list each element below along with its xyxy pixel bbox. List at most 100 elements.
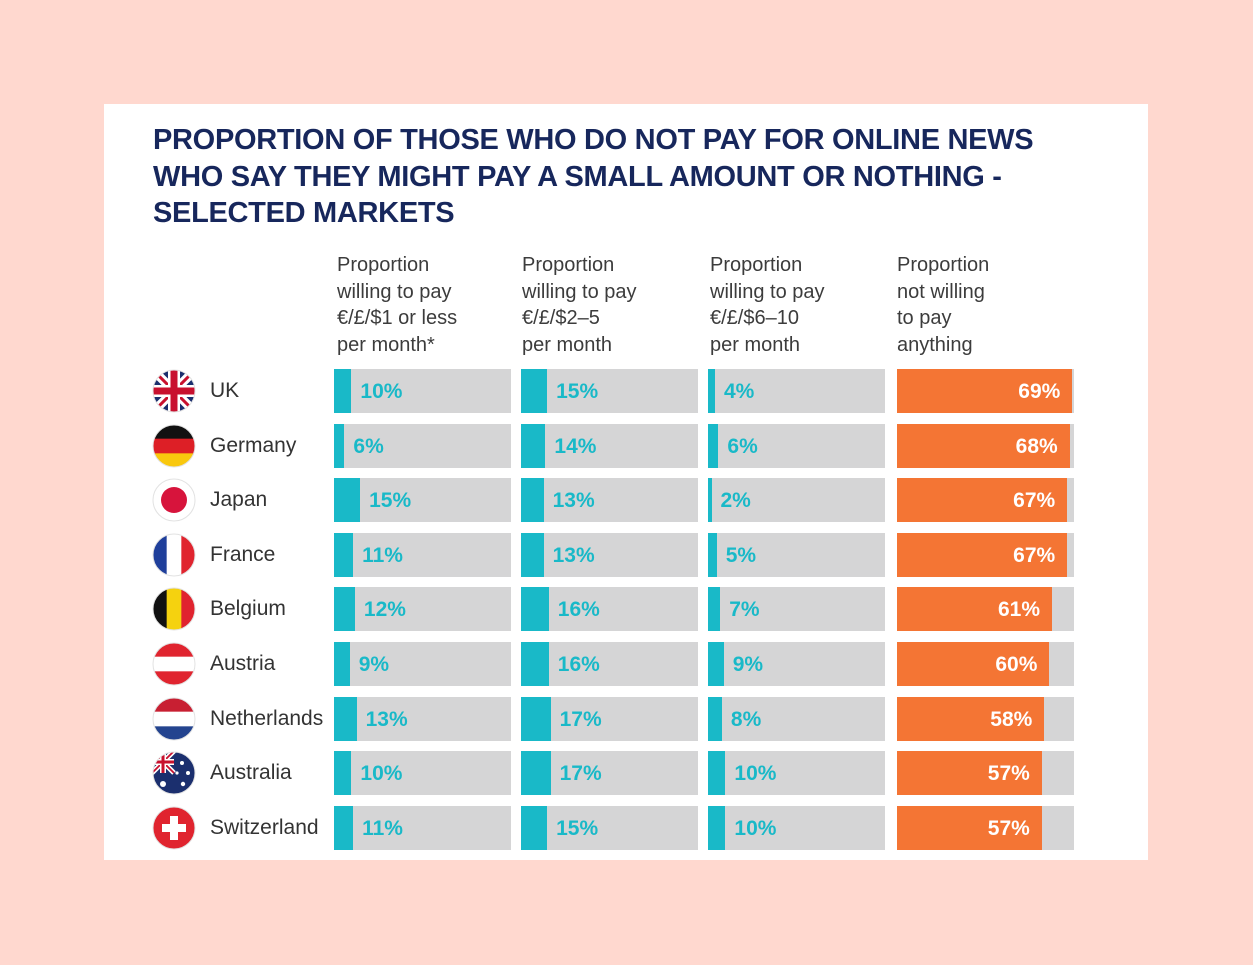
bar-track: 68% bbox=[897, 423, 1074, 468]
netherlands-flag-icon bbox=[152, 697, 196, 741]
bar-value-label: 13% bbox=[552, 543, 595, 567]
bar-value-label: 6% bbox=[727, 434, 758, 458]
bar bbox=[708, 696, 722, 741]
uk-flag-icon bbox=[152, 369, 196, 413]
bar-value-label: 6% bbox=[353, 434, 384, 458]
bar-value-label: 58% bbox=[990, 707, 1033, 731]
bar-value-label: 15% bbox=[556, 816, 599, 840]
bar-track: 57% bbox=[897, 805, 1074, 850]
bar bbox=[521, 478, 544, 523]
bar bbox=[521, 751, 551, 796]
bar bbox=[521, 423, 546, 468]
bar-track: 16% bbox=[521, 587, 698, 632]
bar-track: 58% bbox=[897, 696, 1074, 741]
bar-track: 15% bbox=[334, 478, 511, 523]
bar-track: 67% bbox=[897, 532, 1074, 577]
bar-track: 60% bbox=[897, 642, 1074, 686]
bar-value-label: 67% bbox=[1013, 543, 1056, 567]
bar bbox=[521, 369, 548, 413]
bar-track: 12% bbox=[334, 587, 511, 632]
country-label: France bbox=[210, 542, 276, 566]
bar bbox=[897, 751, 1042, 796]
bar bbox=[521, 805, 548, 850]
bar bbox=[708, 478, 712, 523]
bar bbox=[708, 751, 726, 796]
bar-value-label: 7% bbox=[729, 598, 760, 622]
bar bbox=[897, 587, 1052, 632]
bar bbox=[521, 587, 549, 632]
belgium-flag-icon bbox=[152, 587, 196, 631]
bar bbox=[334, 751, 352, 796]
bar-value-label: 10% bbox=[360, 380, 403, 403]
bar-value-label: 12% bbox=[363, 598, 406, 622]
bar-track: 9% bbox=[708, 642, 885, 686]
bar-value-label: 11% bbox=[362, 543, 403, 567]
france-flag-icon bbox=[152, 533, 196, 577]
bar bbox=[708, 369, 715, 413]
bar-track: 2% bbox=[708, 478, 885, 523]
bar bbox=[708, 532, 717, 577]
bar-track: 17% bbox=[521, 751, 698, 796]
bar bbox=[521, 696, 551, 741]
bar bbox=[708, 805, 726, 850]
bar bbox=[897, 805, 1042, 850]
bar bbox=[708, 423, 719, 468]
country-label: Switzerland bbox=[210, 815, 319, 839]
bar-value-label: 10% bbox=[360, 762, 403, 786]
bar-track: 69% bbox=[897, 369, 1074, 413]
bar-value-label: 69% bbox=[1018, 380, 1061, 403]
bar bbox=[897, 696, 1045, 741]
bar-value-label: 9% bbox=[732, 653, 764, 676]
chart-panel: PROPORTION OF THOSE WHO DO NOT PAY FOR O… bbox=[104, 104, 1148, 860]
bar-track: 13% bbox=[521, 532, 698, 577]
bar bbox=[334, 369, 352, 413]
bar-value-label: 60% bbox=[995, 653, 1038, 676]
bar-value-label: 67% bbox=[1013, 489, 1056, 513]
bar bbox=[521, 532, 544, 577]
bar bbox=[334, 478, 361, 523]
austria-flag-icon bbox=[152, 642, 196, 686]
bar-value-label: 8% bbox=[730, 707, 762, 731]
bar bbox=[708, 587, 721, 632]
bar-value-label: 57% bbox=[987, 762, 1030, 786]
bar-track: 15% bbox=[521, 805, 698, 850]
bar-track: 16% bbox=[521, 642, 698, 686]
bar-value-label: 2% bbox=[720, 489, 751, 513]
country-label: Austria bbox=[210, 652, 276, 675]
bar-track: 9% bbox=[334, 642, 511, 686]
australia-flag-icon bbox=[152, 751, 196, 795]
bar-track: 11% bbox=[334, 532, 511, 577]
column-header-4: Proportion not willing to pay anything bbox=[897, 254, 990, 356]
bar-value-label: 17% bbox=[559, 707, 602, 731]
chart-title: PROPORTION OF THOSE WHO DO NOT PAY FOR O… bbox=[153, 124, 1034, 229]
bar-value-label: 14% bbox=[554, 434, 597, 458]
switzerland-flag-icon bbox=[152, 806, 196, 850]
bar bbox=[897, 532, 1068, 577]
bar-value-label: 57% bbox=[987, 816, 1030, 840]
bar-value-label: 13% bbox=[552, 489, 595, 513]
bar bbox=[334, 587, 355, 632]
bar bbox=[897, 642, 1050, 686]
column-header-1: Proportion willing to pay €/£/$1 or less… bbox=[337, 254, 458, 356]
bar-value-label: 61% bbox=[997, 598, 1040, 622]
bar bbox=[897, 369, 1073, 413]
country-label: Japan bbox=[210, 488, 268, 512]
bar-value-label: 16% bbox=[557, 598, 600, 622]
germany-flag-icon bbox=[152, 424, 196, 468]
japan-flag-icon bbox=[152, 478, 196, 522]
bar-value-label: 68% bbox=[1015, 434, 1058, 458]
bar-track: 5% bbox=[708, 532, 885, 577]
country-label: Germany bbox=[210, 433, 297, 457]
bar-track: 61% bbox=[897, 587, 1074, 632]
bar bbox=[334, 642, 350, 686]
column-header-3: Proportion willing to pay €/£/$6–10 per … bbox=[710, 254, 825, 356]
bar-track: 15% bbox=[521, 369, 698, 413]
bar-track: 6% bbox=[708, 423, 885, 468]
bar bbox=[334, 423, 345, 468]
country-label: Netherlands bbox=[210, 706, 324, 730]
bar-value-label: 10% bbox=[734, 816, 777, 840]
bar bbox=[897, 423, 1070, 468]
country-label: Belgium bbox=[210, 597, 286, 621]
bar bbox=[897, 478, 1068, 523]
bar-track: 13% bbox=[521, 478, 698, 523]
